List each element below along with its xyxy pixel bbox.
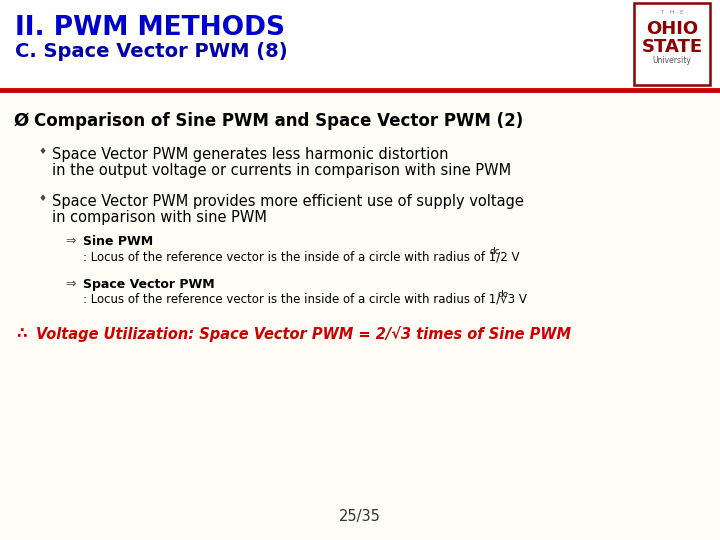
Text: in comparison with sine PWM: in comparison with sine PWM — [52, 210, 267, 225]
Bar — [0, 0, 720, 90]
Text: ♦: ♦ — [38, 194, 46, 203]
Text: Ø: Ø — [14, 112, 30, 130]
Text: dc: dc — [498, 290, 509, 299]
Text: Space Vector PWM: Space Vector PWM — [83, 278, 215, 291]
Text: dc: dc — [490, 247, 500, 256]
Text: Space Vector PWM generates less harmonic distortion: Space Vector PWM generates less harmonic… — [52, 147, 449, 162]
Text: Voltage Utilization: Space Vector PWM = 2/√3 times of Sine PWM: Voltage Utilization: Space Vector PWM = … — [36, 326, 571, 342]
Text: 25/35: 25/35 — [339, 509, 381, 524]
Text: ∴: ∴ — [16, 326, 27, 341]
Text: C. Space Vector PWM (8): C. Space Vector PWM (8) — [15, 42, 287, 61]
Text: Comparison of Sine PWM and Space Vector PWM (2): Comparison of Sine PWM and Space Vector … — [34, 112, 523, 130]
Text: ⇒: ⇒ — [65, 278, 76, 291]
Text: : Locus of the reference vector is the inside of a circle with radius of 1/2 V: : Locus of the reference vector is the i… — [83, 250, 520, 263]
Text: Space Vector PWM provides more efficient use of supply voltage: Space Vector PWM provides more efficient… — [52, 194, 524, 209]
Text: STATE: STATE — [642, 38, 703, 56]
Text: Sine PWM: Sine PWM — [83, 235, 153, 248]
Text: : Locus of the reference vector is the inside of a circle with radius of 1/√3 V: : Locus of the reference vector is the i… — [83, 293, 527, 306]
Text: in the output voltage or currents in comparison with sine PWM: in the output voltage or currents in com… — [52, 163, 511, 178]
Text: ⇒: ⇒ — [65, 235, 76, 248]
Text: OHIO: OHIO — [646, 20, 698, 38]
Text: II. PWM METHODS: II. PWM METHODS — [15, 15, 285, 41]
Text: · T · H · E ·: · T · H · E · — [657, 10, 688, 15]
Text: ♦: ♦ — [38, 147, 46, 156]
Text: University: University — [652, 56, 691, 65]
Bar — [634, 3, 710, 85]
